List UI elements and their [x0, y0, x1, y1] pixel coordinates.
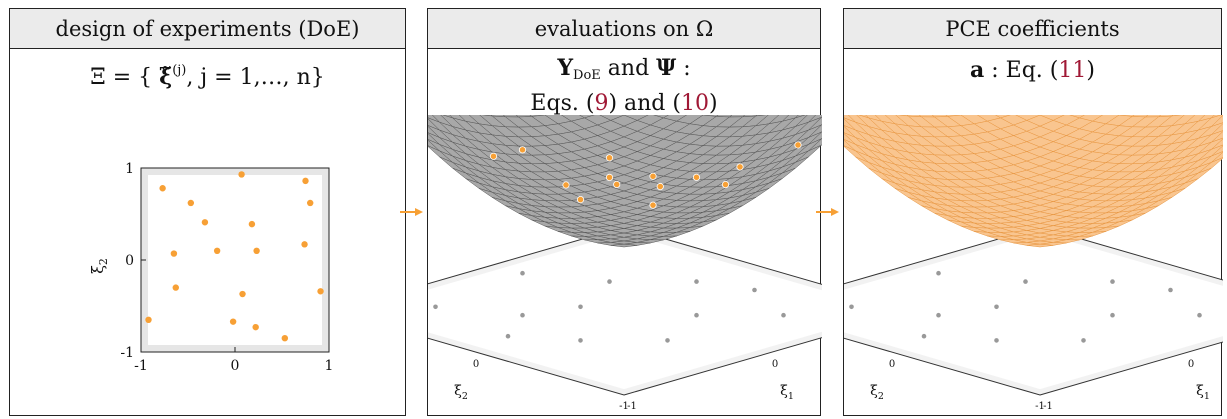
evaluation-point: [605, 154, 614, 162]
x-tick-label: 1: [325, 358, 334, 374]
doe-scatter-plot: -1-10011ξ1ξ2: [88, 161, 334, 374]
xi2-tick-label: 0: [889, 359, 895, 370]
pce-panel-title: PCE coefficients: [844, 9, 1221, 49]
evaluation-point: [518, 146, 527, 154]
floor-point: [433, 304, 438, 310]
floor-point: [505, 333, 511, 339]
scatter-point: [187, 199, 195, 207]
evaluation-point: [649, 172, 657, 180]
pce-formula: a : Eq. (11): [970, 57, 1095, 83]
scatter-point: [317, 288, 324, 295]
floor-point: [578, 338, 583, 343]
floor-point: [607, 279, 612, 284]
floor-point: [849, 304, 854, 310]
scatter-point: [253, 247, 260, 254]
scatter-point: [307, 199, 314, 207]
xi2-tick-label: -1: [1035, 401, 1045, 412]
xi1-axis-label: ξ1: [780, 383, 794, 402]
doe-panel: design of experiments (DoE) Ξ = { ξ̃(j),…: [9, 8, 406, 416]
scatter-point: [229, 318, 237, 325]
evaluation-point: [721, 180, 730, 189]
xi1-tick-label: -1: [627, 401, 637, 412]
evaluation-point: [576, 195, 585, 204]
scatter-point: [159, 185, 166, 192]
scatter-point: [281, 335, 289, 342]
eq-ref-11[interactable]: 11: [1058, 58, 1087, 83]
floor-point: [781, 312, 786, 318]
doe-formula: Ξ = { ξ̃(j), j = 1,…, n}: [90, 63, 325, 90]
evaluations-panel-title: evaluations on Ω: [428, 9, 820, 49]
pce-panel: PCE coefficients a : Eq. (11) Y10-1-101ξ…: [843, 8, 1223, 416]
y-tick-label: -1: [120, 345, 134, 361]
floor-point: [1081, 338, 1086, 343]
floor-point: [665, 338, 670, 343]
floor-point: [578, 304, 583, 310]
eq-ref-9[interactable]: 9: [594, 91, 609, 116]
floor-point: [994, 338, 999, 343]
floor-point: [1110, 279, 1115, 284]
evaluation-point: [736, 163, 744, 171]
surface-floor-inner: [428, 232, 822, 390]
evaluation-point: [649, 201, 657, 209]
scatter-point: [252, 323, 259, 331]
scatter-point: [239, 290, 246, 298]
evaluation-point: [656, 182, 664, 191]
y-tick-label: 0: [125, 253, 134, 269]
xi2-axis-label: ξ2: [454, 383, 468, 402]
pce-surface-plot: Y10-1-101ξ2ξ1: [844, 115, 1223, 412]
scatter-point: [145, 316, 152, 323]
floor-point: [694, 312, 699, 318]
y-tick-label: 1: [125, 161, 134, 177]
evaluation-point: [692, 173, 701, 181]
floor-point: [1110, 312, 1115, 318]
floor-point: [694, 279, 699, 284]
xi2-axis-label: ξ2: [870, 383, 884, 402]
doe-panel-title: design of experiments (DoE): [10, 9, 405, 49]
surface-cell: [610, 243, 638, 248]
evaluation-point: [794, 141, 802, 149]
xi1-tick-label: 0: [1188, 359, 1194, 370]
floor-point: [921, 333, 927, 339]
surface-cell: [1026, 243, 1054, 248]
scatter-point: [248, 220, 256, 228]
y-axis-label: ξ2: [88, 258, 110, 274]
x-tick-label: -1: [134, 358, 148, 374]
scatter-point: [172, 284, 179, 291]
floor-point: [520, 270, 525, 276]
surface-floor-inner: [844, 232, 1223, 390]
scatter-point: [170, 250, 178, 257]
xi2-tick-label: 0: [473, 359, 479, 370]
floor-point: [994, 304, 999, 310]
eq-ref-10[interactable]: 10: [680, 91, 709, 116]
scatter-point: [301, 241, 308, 248]
floor-point: [1168, 287, 1173, 293]
xi1-axis-label: ξ1: [1196, 383, 1210, 402]
scatter-point: [201, 219, 209, 226]
scatter-plot-area: [148, 175, 322, 345]
floor-point: [936, 312, 941, 318]
evaluation-point: [613, 180, 621, 189]
evaluations-surface-plot: Y10-1-101ξ2ξ1: [428, 115, 822, 412]
scatter-point: [302, 177, 309, 185]
arrow-right-icon: [400, 208, 423, 216]
x-tick-label: 0: [231, 358, 240, 374]
evaluations-formula: YDoE and Ψ : Eqs. (9) and (10): [530, 55, 718, 116]
floor-point: [752, 287, 757, 293]
floor-point: [1197, 312, 1202, 318]
floor-point: [520, 312, 525, 318]
evaluation-point: [489, 152, 498, 160]
xi1-tick-label: -1: [1043, 401, 1053, 412]
floor-point: [1023, 279, 1028, 284]
evaluations-panel: evaluations on Ω YDoE and Ψ : Eqs. (9) a…: [427, 8, 822, 416]
arrow-right-icon: [816, 208, 839, 216]
scatter-point: [213, 247, 221, 254]
floor-point: [936, 270, 941, 276]
xi1-tick-label: 0: [772, 359, 778, 370]
xi2-tick-label: -1: [619, 401, 629, 412]
evaluation-point: [605, 173, 614, 181]
scatter-point: [238, 171, 245, 178]
evaluation-point: [562, 181, 570, 189]
